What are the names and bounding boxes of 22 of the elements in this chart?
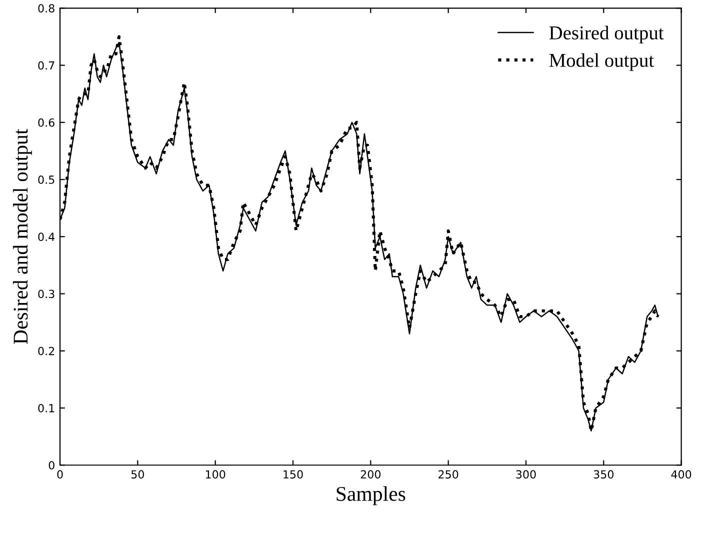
- y-tick-label: 0.3: [38, 290, 54, 298]
- legend-label: Model output: [549, 53, 654, 71]
- y-tick-label: 0: [48, 461, 54, 470]
- y-tick-label: 0.7: [38, 61, 54, 70]
- x-tick-label: 50: [131, 470, 144, 479]
- y-tick-label: 0.8: [38, 4, 54, 13]
- legend-label: Desired output: [549, 26, 664, 44]
- y-tick-label: 0.6: [38, 118, 54, 127]
- x-axis-title: Samples: [336, 486, 406, 506]
- x-tick-label: 250: [438, 470, 458, 479]
- y-axis-title: Desired and model output: [13, 128, 32, 344]
- x-tick-label: 300: [516, 470, 536, 479]
- x-tick-label: 100: [206, 470, 226, 479]
- y-tick-label: 0.4: [38, 232, 55, 242]
- x-tick-label: 0: [57, 470, 63, 479]
- x-tick-label: 350: [594, 470, 614, 479]
- y-tick-label: 0.2: [38, 346, 54, 356]
- x-tick-label: 200: [360, 470, 381, 479]
- y-tick-label: 0.5: [38, 175, 54, 184]
- x-tick-label: 150: [284, 470, 303, 479]
- x-tick-label: 400: [671, 470, 692, 479]
- y-tick-label: 0.1: [38, 404, 54, 412]
